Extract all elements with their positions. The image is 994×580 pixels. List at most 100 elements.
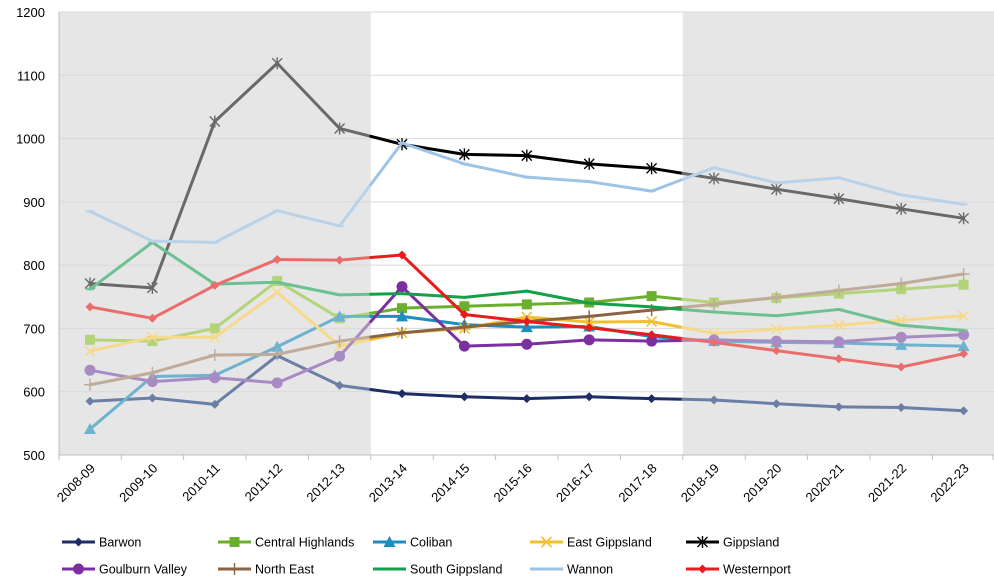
data-point — [147, 393, 157, 403]
series-segment — [338, 338, 373, 348]
data-point — [583, 334, 595, 346]
legend: Barwon Central Highlands Coliban East Gipps… — [62, 536, 791, 577]
data-point — [833, 319, 845, 331]
data-point — [957, 340, 970, 352]
data-point — [770, 183, 782, 196]
x-tick-label: 2012-13 — [303, 461, 347, 505]
legend-label: Central Highlands — [255, 536, 354, 550]
legend-item-gippsland: Gippsland — [686, 536, 779, 550]
data-point — [959, 406, 969, 416]
data-point — [84, 345, 96, 357]
series-segment — [837, 197, 903, 211]
series-segment — [369, 387, 404, 396]
data-point — [458, 340, 470, 352]
series-segment — [400, 292, 466, 299]
data-point — [834, 402, 844, 412]
data-point — [583, 310, 596, 323]
series-segment — [650, 166, 685, 175]
legend-label: Wannon — [567, 563, 613, 577]
series-segment — [275, 290, 342, 348]
data-point — [895, 202, 907, 215]
series-segment — [525, 154, 591, 166]
data-point — [834, 354, 844, 364]
x-tick-labels: 2008-09 2009-10 2010-11 2011-12 2012-13 2013-… — [54, 461, 972, 505]
x-tick-label: 2013-14 — [366, 461, 410, 505]
data-point — [146, 376, 158, 388]
series-segment — [774, 187, 841, 201]
y-tick-label: 600 — [23, 385, 45, 400]
x-tick-label: 2015-16 — [491, 461, 535, 505]
series-segment — [88, 240, 154, 291]
data-point — [832, 284, 845, 297]
series-segment — [275, 279, 342, 320]
data-point — [647, 394, 657, 404]
series-segment — [587, 301, 654, 309]
shaded-period-1 — [59, 12, 371, 455]
series-segment — [462, 302, 529, 308]
data-point — [770, 291, 783, 304]
data-point — [146, 366, 159, 379]
series-segment — [369, 292, 404, 296]
data-point — [209, 115, 221, 128]
data-point — [771, 346, 781, 356]
data-point — [647, 330, 657, 340]
series-segment — [400, 314, 466, 327]
series-segment — [587, 319, 654, 324]
data-point — [833, 192, 845, 205]
series-segment — [681, 397, 716, 402]
data-point — [209, 323, 220, 334]
data-point — [335, 380, 345, 390]
data-point — [583, 157, 595, 170]
data-point — [146, 281, 158, 294]
series-segment — [275, 257, 342, 262]
series-segment — [899, 314, 966, 322]
data-point — [397, 389, 407, 399]
data-point — [209, 331, 221, 343]
shaded-period-2 — [682, 12, 994, 455]
y-tick-label: 1000 — [16, 132, 45, 147]
legend-label: Gippsland — [723, 536, 779, 550]
data-point — [958, 212, 970, 225]
axes — [58, 12, 994, 460]
series-segment — [150, 376, 217, 384]
series-segment — [837, 335, 903, 344]
series-segment — [650, 305, 685, 311]
series-segment — [712, 176, 778, 191]
series-segment — [213, 61, 279, 123]
series-westernport — [85, 250, 969, 372]
series-segment — [150, 326, 217, 343]
series-segment — [213, 352, 279, 357]
legend-marker — [228, 563, 241, 575]
series-segment — [525, 300, 591, 306]
series-segment — [837, 341, 903, 347]
x-tick-label: 2021-22 — [865, 461, 909, 505]
legend-marker — [698, 564, 707, 574]
series-segment — [462, 313, 529, 323]
legend-item-central-highlands: Central Highlands — [218, 536, 354, 550]
data-point — [646, 315, 658, 328]
series-segment — [88, 209, 154, 243]
series-segment — [462, 342, 529, 348]
y-tick-label: 1200 — [16, 5, 45, 20]
series-segment — [369, 306, 404, 315]
data-point — [210, 280, 220, 290]
data-point — [708, 298, 720, 311]
series-segment — [369, 253, 404, 260]
data-point — [646, 291, 657, 302]
series-north-east — [84, 268, 970, 391]
data-point — [958, 279, 969, 290]
data-point — [646, 162, 658, 175]
legend-item-east-gippsland: East Gippsland — [530, 536, 652, 550]
series-segment — [899, 272, 966, 285]
series-segment — [587, 338, 654, 343]
series-segment — [88, 305, 154, 320]
series-segment — [400, 253, 466, 317]
data-point — [396, 310, 408, 322]
data-point — [84, 423, 96, 435]
series-segment — [338, 292, 373, 297]
series-segment — [774, 349, 841, 361]
series-segment — [712, 310, 778, 318]
series-segment — [587, 326, 654, 337]
data-point — [895, 277, 908, 290]
data-point — [272, 254, 282, 264]
